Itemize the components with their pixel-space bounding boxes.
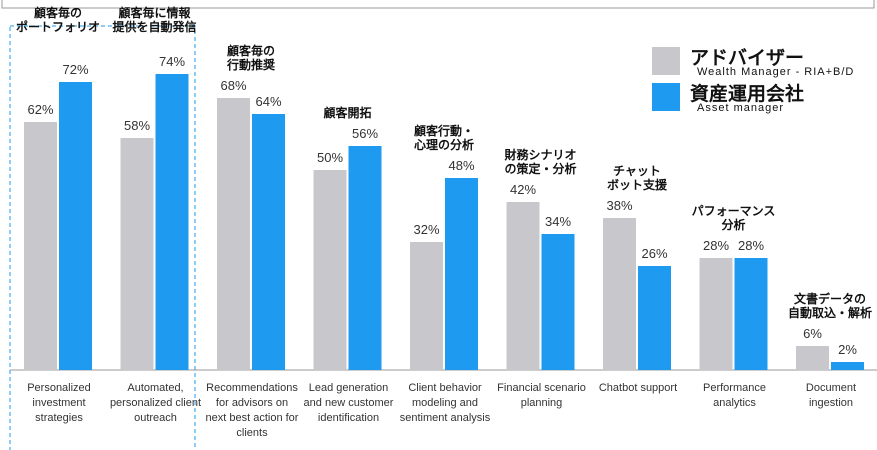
bar	[252, 114, 285, 370]
bar	[699, 258, 733, 370]
frame	[1, 0, 875, 9]
bar	[410, 242, 443, 370]
legend-swatch	[652, 83, 680, 111]
bar	[59, 82, 92, 370]
annotation: 顧客毎の ポートフォリオ	[15, 6, 100, 34]
value-label: 6%	[803, 326, 822, 341]
value-label: 48%	[448, 158, 475, 173]
annotation: 文書データの 自動取込・解析	[787, 292, 872, 320]
x-tick-label: Performance analytics	[703, 382, 766, 409]
value-label: 26%	[641, 246, 668, 261]
bar	[217, 98, 250, 370]
annotation: 顧客毎に情報 提供を自動発信	[112, 6, 197, 34]
value-label: 72%	[62, 62, 89, 77]
bar	[831, 362, 864, 370]
bar	[24, 122, 57, 370]
x-tick-label: Document ingestion	[805, 382, 857, 409]
bar	[541, 234, 575, 370]
value-label: 32%	[413, 222, 440, 237]
value-label: 28%	[702, 238, 730, 253]
bar	[313, 170, 347, 370]
value-label: 38%	[606, 198, 633, 213]
annotation: チャット ボット支援	[606, 164, 667, 192]
value-label: 34%	[544, 214, 572, 229]
x-tick-label: Recommendations for advisors on next bes…	[205, 382, 299, 439]
bar	[120, 138, 154, 370]
legend-label: アドバイザー	[690, 47, 805, 69]
value-label: 62%	[27, 102, 54, 117]
bar	[638, 266, 671, 370]
x-tick-label: Chatbot support	[598, 382, 678, 394]
x-tick-label: Personalized investment strategies	[27, 382, 91, 424]
value-label: 50%	[316, 150, 344, 165]
annotation: 顧客開拓	[323, 106, 372, 120]
value-label: 58%	[123, 118, 151, 133]
annotation: 財務シナリオ の策定・分析	[504, 148, 577, 176]
x-tick-label: Client behavior modeling and sentiment a…	[399, 382, 491, 424]
value-label: 68%	[220, 78, 247, 93]
bar	[445, 178, 478, 370]
bar	[603, 218, 636, 370]
legend-swatch	[652, 47, 680, 75]
value-label: 64%	[255, 94, 282, 109]
annotation: パフォーマンス 分析	[691, 204, 776, 232]
value-label: 28%	[737, 238, 765, 253]
annotation: 顧客行動・ 心理の分析	[413, 124, 474, 152]
legend-label: 資産運用会社	[690, 83, 805, 105]
bar	[155, 74, 189, 370]
bar	[348, 146, 382, 370]
legend-description: Asset manager	[697, 102, 784, 114]
legend-description: Wealth Manager - RIA+B/D	[697, 66, 855, 78]
x-tick-label: Lead generation and new customer identif…	[303, 382, 394, 424]
x-tick-label: Automated, personalized client outreach	[109, 382, 202, 424]
value-label: 42%	[509, 182, 537, 197]
value-label: 74%	[158, 54, 186, 69]
bar	[506, 202, 540, 370]
value-label: 2%	[838, 342, 857, 357]
bar	[796, 346, 829, 370]
x-tick-label: Financial scenario planning	[497, 382, 586, 409]
annotation: 顧客毎の 行動推奨	[226, 44, 275, 72]
value-label: 56%	[351, 126, 379, 141]
bar	[734, 258, 768, 370]
highlight-box	[9, 25, 196, 450]
